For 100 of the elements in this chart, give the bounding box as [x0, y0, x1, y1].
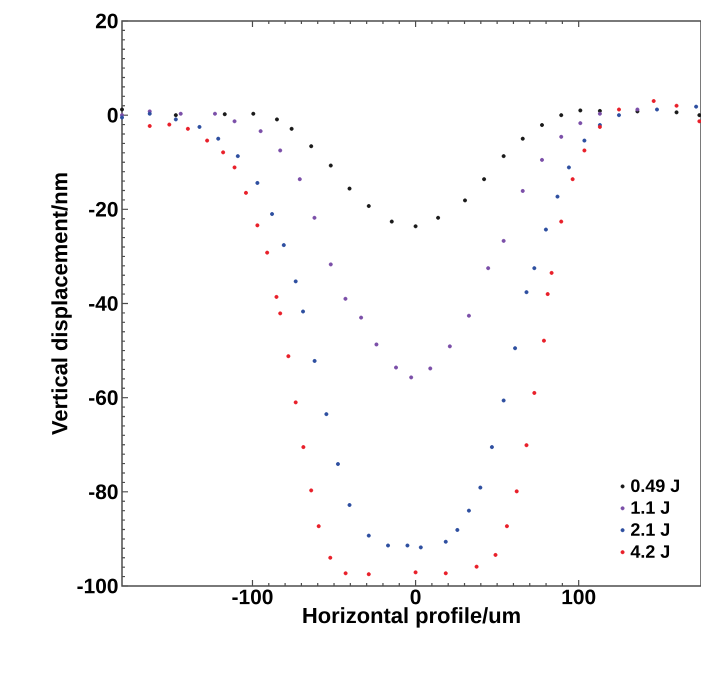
point: [578, 108, 582, 112]
point: [448, 344, 452, 348]
point: [550, 270, 554, 275]
point: [578, 121, 582, 126]
point: [258, 129, 263, 134]
point: [566, 165, 571, 170]
point: [524, 290, 528, 294]
point: [555, 194, 560, 199]
point: [343, 296, 348, 301]
point: [513, 346, 518, 350]
point: [274, 117, 279, 122]
y-tick-label: -100: [77, 578, 118, 594]
point: [418, 545, 423, 550]
point: [148, 112, 152, 116]
point: [374, 342, 378, 346]
point: [270, 212, 274, 216]
point: [290, 126, 294, 131]
point: [336, 462, 340, 466]
point: [616, 113, 621, 118]
point: [298, 177, 302, 182]
point: [386, 544, 390, 548]
point: [390, 220, 394, 224]
point: [494, 552, 498, 557]
point: [301, 310, 306, 314]
point: [274, 294, 278, 299]
point: [286, 354, 290, 358]
point: [540, 158, 544, 162]
point: [236, 154, 240, 158]
point: [120, 108, 124, 112]
point: [474, 564, 479, 569]
point: [532, 266, 536, 270]
point: [544, 228, 548, 232]
point: [324, 412, 328, 416]
x-axis-title: Horizontal profile/um: [303, 607, 520, 628]
point: [428, 366, 432, 370]
point: [524, 443, 528, 448]
point: [278, 311, 282, 316]
point: [652, 99, 656, 104]
point: [582, 148, 586, 152]
point: [294, 400, 298, 404]
point: [405, 544, 410, 548]
point: [212, 112, 217, 116]
point: [520, 188, 525, 193]
point: [582, 138, 586, 143]
y-tick-label: 20: [96, 14, 118, 28]
point: [486, 266, 490, 270]
point: [570, 177, 575, 182]
point: [197, 124, 202, 129]
point: [478, 486, 482, 490]
point: [205, 138, 210, 143]
point: [282, 243, 286, 248]
point: [167, 122, 172, 127]
x-tick-label: 100: [562, 590, 596, 604]
point: [514, 489, 519, 494]
point: [366, 204, 371, 208]
point: [697, 119, 701, 124]
point: [174, 117, 178, 122]
point: [540, 123, 544, 128]
legend-label: 1.1 J: [632, 501, 670, 514]
point: [348, 503, 352, 508]
point: [502, 398, 506, 402]
point: [674, 110, 679, 114]
x-tick-label: -100: [232, 590, 273, 604]
y-tick-label: -20: [89, 202, 118, 217]
point: [255, 180, 260, 185]
point: [312, 358, 317, 363]
point: [414, 570, 418, 574]
point: [466, 314, 471, 318]
point: [222, 112, 227, 116]
legend-label: 0.49 J: [631, 479, 679, 492]
point: [359, 316, 364, 320]
point: [366, 572, 371, 576]
legend-label: 2.1 J: [631, 523, 670, 536]
point: [366, 534, 371, 538]
point: [409, 375, 414, 380]
y-axis-title: Vertical displacement/nm: [51, 173, 72, 435]
y-tick-label: -40: [89, 296, 118, 311]
point: [174, 113, 178, 118]
point: [466, 508, 471, 513]
point: [348, 186, 352, 191]
point: [559, 113, 564, 118]
point: [312, 216, 316, 220]
point: [490, 445, 494, 450]
y-tick-label: 0: [108, 108, 118, 123]
point: [436, 216, 440, 220]
point: [559, 134, 564, 139]
point: [255, 223, 260, 228]
y-tick-label: -60: [89, 390, 118, 406]
point: [444, 540, 448, 544]
point: [394, 366, 398, 370]
point: [344, 571, 348, 576]
point: [546, 292, 550, 296]
point: [532, 390, 536, 395]
point: [455, 528, 460, 532]
point: [294, 279, 298, 284]
point: [694, 104, 698, 109]
point: [414, 224, 418, 228]
point: [186, 126, 190, 131]
point: [244, 190, 248, 195]
point: [504, 524, 509, 528]
